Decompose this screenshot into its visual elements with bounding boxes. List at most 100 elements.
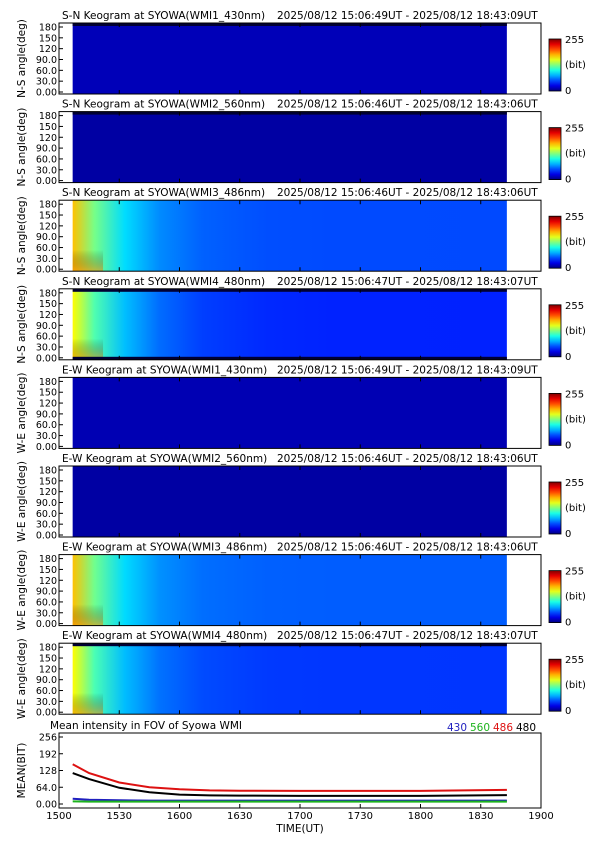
panel-title: S-N Keogram at SYOWA(WMI2_560nm) — [62, 99, 265, 111]
y-tick-label: 150 — [39, 565, 57, 576]
heatmap-bright-edge — [72, 643, 104, 715]
colorbar-min-label: 0 — [565, 529, 571, 540]
y-tick-label: 150 — [39, 388, 57, 399]
y-tick-label: 60.0 — [36, 420, 57, 431]
y-tick-label: 120 — [39, 487, 57, 498]
x-tick-label: 1830 — [468, 811, 493, 822]
y-tick-label: 60.0 — [36, 66, 57, 77]
panel-title: E-W Keogram at SYOWA(WMI4_480nm) — [62, 630, 267, 642]
series-line-430 — [72, 797, 507, 802]
y-tick-label: 120 — [39, 664, 57, 675]
y-tick-label: 60.0 — [36, 154, 57, 165]
panel-title: E-W Keogram at SYOWA(WMI3_486nm) — [62, 542, 267, 554]
x-tick-label: 1700 — [287, 811, 312, 822]
y-tick-label: 120 — [39, 221, 57, 232]
y-axis-label: N-S angle(deg) — [16, 196, 28, 275]
colorbar — [548, 38, 562, 92]
y-tick-label: 180 — [39, 288, 57, 299]
colorbar-max-label: 255 — [565, 389, 584, 400]
y-tick-label: 90.0 — [36, 321, 57, 332]
colorbar-unit-label: (bit) — [565, 592, 586, 603]
x-tick-label: 1630 — [227, 811, 252, 822]
y-tick-label: 60.0 — [36, 243, 57, 254]
keogram-panel-1: S-N Keogram at SYOWA(WMI1_430nm) 2025/08/… — [16, 10, 586, 99]
panel-title: S-N Keogram at SYOWA(WMI3_486nm) — [62, 187, 265, 199]
y-tick-label: 0.00 — [36, 619, 57, 630]
heatmap-dark-top — [72, 643, 507, 647]
y-tick-label: 30.0 — [36, 431, 57, 442]
colorbar-unit-label: (bit) — [565, 414, 586, 425]
heatmap-image — [72, 643, 507, 715]
y-tick-label: 180 — [39, 111, 57, 122]
keogram-panel-5: E-W Keogram at SYOWA(WMI1_430nm) 2025/08/… — [16, 364, 586, 453]
y-tick-label: 120 — [39, 133, 57, 144]
colorbar-min-label: 0 — [565, 263, 571, 274]
y-tick-label: 150 — [39, 211, 57, 222]
y-tick-label: 180 — [39, 377, 57, 388]
keogram-panel-2: S-N Keogram at SYOWA(WMI2_560nm) 2025/08/… — [16, 99, 586, 188]
panel-title: S-N Keogram at SYOWA(WMI4_480nm) — [62, 276, 265, 288]
y-tick-label: 90.0 — [36, 409, 57, 420]
y-tick-label: 90.0 — [36, 498, 57, 509]
colorbar-unit-label: (bit) — [565, 326, 586, 337]
legend-entry-430: 430 — [447, 722, 467, 734]
heatmap-image — [72, 288, 507, 360]
y-tick-label: 0.00 — [36, 442, 57, 453]
y-tick-label: 90.0 — [36, 675, 57, 686]
heatmap-bright-edge — [72, 288, 104, 360]
colorbar-min-label: 0 — [565, 706, 571, 717]
colorbar-min-label: 0 — [565, 86, 571, 97]
y-tick-label: 0.00 — [36, 265, 57, 276]
panel-time-range: 2025/08/12 15:06:47UT - 2025/08/12 18:43… — [277, 276, 538, 288]
colorbar — [548, 570, 562, 623]
y-tick-label: 120 — [39, 44, 57, 55]
y-tick-label: 30.0 — [36, 165, 57, 176]
colorbar — [548, 658, 562, 712]
y-tick-label: 90.0 — [36, 587, 57, 598]
y-tick-label: 150 — [39, 299, 57, 310]
colorbar — [548, 304, 562, 358]
y-axis-label: N-S angle(deg) — [16, 108, 28, 187]
x-tick-label: 1600 — [167, 811, 192, 822]
colorbar — [548, 215, 562, 269]
keogram-panel-6: E-W Keogram at SYOWA(WMI2_560nm) 2025/08/… — [16, 453, 586, 542]
panel-time-range: 2025/08/12 15:06:47UT - 2025/08/12 18:43… — [277, 630, 538, 642]
heatmap-bright-edge — [72, 200, 104, 272]
y-tick-label: 30.0 — [36, 77, 57, 88]
y-tick-label: 30.0 — [36, 608, 57, 619]
mean-plot-title: Mean intensity in FOV of Syowa WMI — [50, 720, 242, 732]
x-tick-label: 1530 — [107, 811, 132, 822]
panel-time-range: 2025/08/12 15:06:46UT - 2025/08/12 18:43… — [277, 542, 538, 554]
heatmap-image — [72, 554, 507, 626]
heatmap-dark-bottom — [72, 356, 507, 360]
mean-intensity-plot: Mean intensity in FOV of Syowa WMI 430 560… — [16, 720, 554, 835]
y-axis-label: W-E angle(deg) — [16, 372, 28, 453]
y-tick-label: 180 — [39, 466, 57, 477]
y-tick-label: 180 — [39, 554, 57, 565]
colorbar-unit-label: (bit) — [565, 237, 586, 248]
x-tick-label: 1800 — [408, 811, 433, 822]
panel-time-range: 2025/08/12 15:06:49UT - 2025/08/12 18:43… — [277, 364, 538, 376]
heatmap-image — [72, 111, 507, 183]
x-tick-label: 1500 — [46, 811, 71, 822]
colorbar-unit-label: (bit) — [565, 680, 586, 691]
colorbar-min-label: 0 — [565, 352, 571, 363]
y-tick-label: 64.0 — [36, 783, 57, 794]
colorbar-max-label: 255 — [565, 301, 584, 312]
y-tick-label: 30.0 — [36, 342, 57, 353]
legend-entry-486: 486 — [493, 722, 513, 734]
panel-time-range: 2025/08/12 15:06:46UT - 2025/08/12 18:43… — [277, 187, 538, 199]
y-tick-label: 180 — [39, 23, 57, 34]
y-tick-label: 0.00 — [36, 800, 57, 811]
colorbar-max-label: 255 — [565, 35, 584, 46]
colorbar-unit-label: (bit) — [565, 149, 586, 160]
panel-time-range: 2025/08/12 15:06:46UT - 2025/08/12 18:43… — [277, 99, 538, 111]
colorbar-max-label: 255 — [565, 478, 584, 489]
keogram-panels: S-N Keogram at SYOWA(WMI1_430nm) 2025/08/… — [16, 10, 586, 719]
x-tick-label: 1730 — [348, 811, 373, 822]
y-tick-label: 120 — [39, 576, 57, 587]
y-tick-label: 60.0 — [36, 509, 57, 520]
panel-time-range: 2025/08/12 15:06:49UT - 2025/08/12 18:43… — [277, 10, 538, 22]
x-axis-label: TIME(UT) — [275, 823, 324, 835]
colorbar — [548, 127, 562, 180]
